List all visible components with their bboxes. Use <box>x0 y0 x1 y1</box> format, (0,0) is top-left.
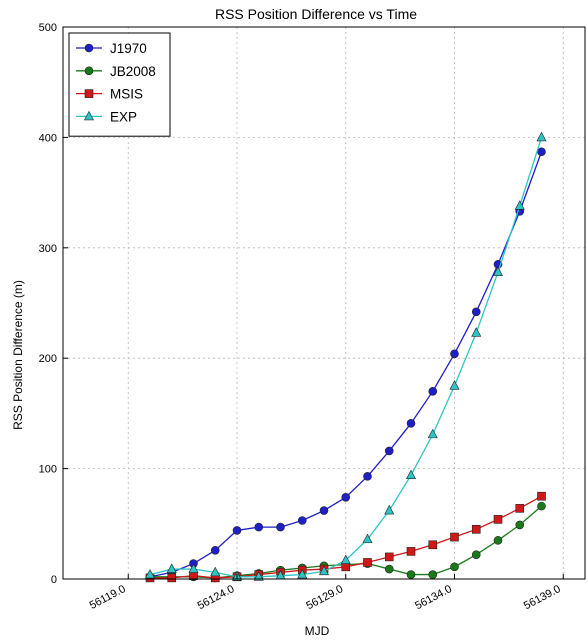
legend: J1970 JB2008 MSIS EXP <box>68 32 171 137</box>
data-point-exp <box>384 504 395 515</box>
legend-marker-j1970 <box>84 43 94 53</box>
data-point-exp <box>471 327 482 337</box>
data-point-exp <box>253 571 264 581</box>
legend-marker-jb2008 <box>84 66 94 76</box>
data-point-jb2008 <box>450 562 459 572</box>
data-point-j1970 <box>384 446 394 456</box>
legend-marker-exp <box>84 110 94 121</box>
data-point-j1970 <box>341 493 351 502</box>
data-point-jb2008 <box>537 501 546 511</box>
data-point-msis <box>515 504 525 513</box>
data-point-j1970 <box>471 307 481 317</box>
data-point-j1970 <box>276 522 285 532</box>
data-point-msis <box>406 547 416 556</box>
y-axis-label: RSS Position Difference (m) <box>11 280 25 430</box>
grid-lines <box>63 27 585 579</box>
x-axis-label: MJD <box>305 624 330 638</box>
data-point-msis <box>189 571 198 580</box>
data-point-jb2008 <box>471 550 481 560</box>
data-point-msis <box>363 558 372 567</box>
y-tick-label: 200 <box>39 353 57 365</box>
x-tick-label: 56129.0 <box>304 583 345 612</box>
x-tick-label: 56124.0 <box>196 583 237 612</box>
data-point-msis <box>167 573 177 583</box>
series-layer <box>145 131 547 583</box>
data-point-exp <box>145 568 155 579</box>
data-point-msis <box>537 491 546 501</box>
y-tick-label: 100 <box>39 464 57 476</box>
data-point-jb2008 <box>428 570 438 579</box>
data-point-j1970 <box>537 147 546 157</box>
data-point-exp <box>188 563 199 573</box>
data-point-j1970 <box>319 506 329 515</box>
data-point-exp <box>297 568 308 579</box>
data-point-exp <box>362 533 373 544</box>
data-point-jb2008 <box>493 536 503 545</box>
data-point-exp <box>427 428 438 439</box>
data-point-j1970 <box>363 472 372 481</box>
series-exp <box>145 131 547 581</box>
data-point-j1970 <box>406 419 416 428</box>
data-point-msis <box>450 532 459 542</box>
legend-marker-msis <box>84 89 94 98</box>
data-point-exp <box>493 266 503 276</box>
y-tick-label: 300 <box>39 243 57 255</box>
data-point-msis <box>471 525 481 534</box>
data-point-msis <box>428 540 438 550</box>
data-point-jb2008 <box>384 564 394 574</box>
data-point-j1970 <box>210 545 220 555</box>
data-point-jb2008 <box>515 520 525 530</box>
x-tick-label: 56119.0 <box>88 583 128 612</box>
data-point-msis <box>384 552 394 562</box>
data-point-msis <box>341 562 351 572</box>
y-tick-label: 500 <box>39 22 57 34</box>
data-point-exp <box>210 566 221 577</box>
data-point-exp <box>406 469 416 480</box>
x-tick-label: 56134.0 <box>413 583 454 612</box>
data-point-exp <box>340 554 351 565</box>
legend-label-jb2008: JB2008 <box>110 64 156 79</box>
data-point-msis <box>493 515 503 524</box>
legend-label-exp: EXP <box>110 109 137 124</box>
data-point-exp <box>449 380 460 390</box>
data-point-exp <box>536 131 547 142</box>
data-point-j1970 <box>450 349 459 359</box>
data-point-exp <box>166 563 177 573</box>
chart-title: RSS Position Difference vs Time <box>215 6 417 22</box>
data-point-j1970 <box>254 522 264 532</box>
plot-frame <box>62 26 586 580</box>
data-point-exp <box>514 200 525 210</box>
x-tick-label: 56139.0 <box>522 583 563 612</box>
data-point-exp <box>319 565 329 576</box>
data-point-j1970 <box>232 526 242 535</box>
legend-label-msis: MSIS <box>110 87 143 102</box>
y-tick-label: 0 <box>51 574 57 586</box>
data-point-jb2008 <box>406 570 416 579</box>
data-point-j1970 <box>297 516 307 525</box>
legend-label-j1970: J1970 <box>110 41 147 56</box>
data-point-j1970 <box>428 387 438 396</box>
y-tick-label: 400 <box>39 132 57 144</box>
